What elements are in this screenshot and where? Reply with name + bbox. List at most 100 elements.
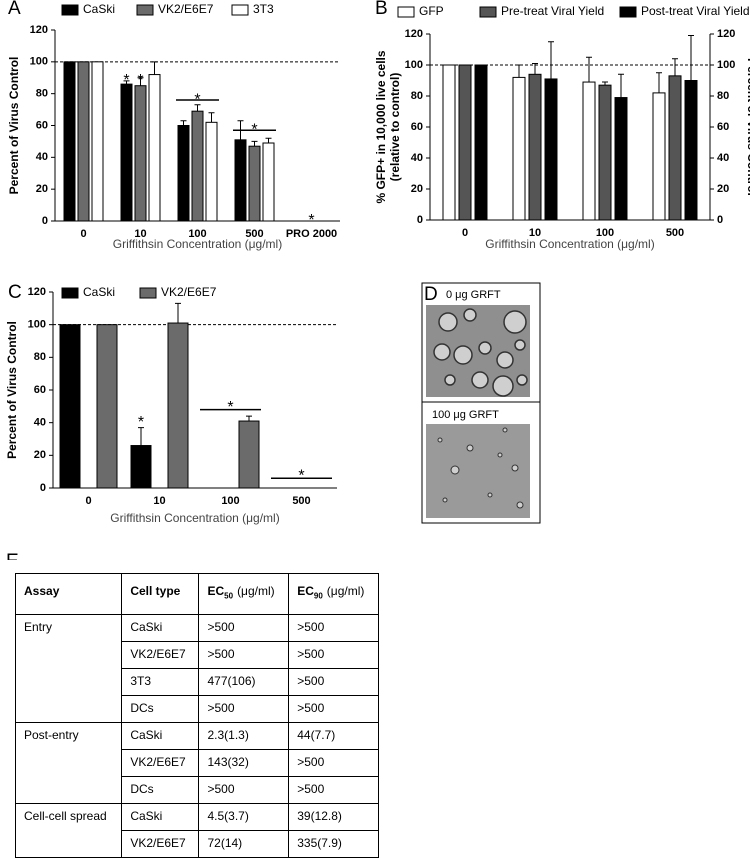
bar [512, 76, 526, 221]
error-bar [151, 61, 158, 75]
header-unit: (μg/ml) [326, 584, 365, 598]
panel-d: D 0 μg GRFT 100 μg GRFT [421, 282, 541, 524]
y-tick-label: 60 [36, 119, 48, 131]
table-cell: 3T3 [121, 668, 200, 697]
bar [442, 64, 456, 221]
table-cell: >500 [288, 614, 379, 643]
x-tick-label: 500 [245, 228, 263, 240]
figure: D 0 μg GRFT 100 μg GRFT E A0204060801001… [5, 0, 750, 572]
y-axis-title: % GFP+ in 10,000 live cells [374, 50, 388, 203]
bar [458, 64, 472, 221]
y-tick-label: 80 [411, 90, 423, 102]
panel-frame [421, 282, 541, 524]
header-row: Assay Cell type EC50 (μg/ml) EC90 (μg/ml) [14, 572, 379, 616]
table-cell: >500 [288, 695, 379, 724]
x-tick-label: 100 [596, 227, 614, 239]
legend-swatch [139, 287, 157, 299]
table-row: 3T3 477(106) >500 [16, 668, 379, 697]
image-label: 100 μg GRFT [432, 409, 499, 421]
significance-mark: * [138, 414, 144, 431]
y-tick-label: 100 [30, 56, 48, 68]
table-row: Post-entry CaSki 2.3(1.3) 44(7.7) [14, 722, 379, 805]
bar [59, 324, 81, 489]
error-bar [246, 415, 252, 422]
plaques [433, 308, 528, 397]
table-cell: CaSki [121, 722, 200, 751]
error-bar [586, 56, 592, 83]
bar [91, 61, 104, 222]
bar [668, 75, 682, 221]
error-bar [265, 137, 272, 144]
table-cell: DCs [121, 776, 200, 805]
significance-mark: * [308, 212, 314, 229]
y-tick-label: 60 [34, 384, 46, 396]
table-cell: 72(14) [198, 830, 290, 858]
y-tick-label: 40 [411, 152, 423, 164]
y-tick-label: 120 [30, 24, 48, 36]
y-tick-label: 40 [34, 417, 46, 429]
y2-tick-label: 80 [717, 90, 729, 102]
assay-cell: Entry [14, 614, 123, 724]
y2-axis-title: Percent of Virus Control [745, 58, 750, 196]
header-cell: Assay [14, 572, 123, 616]
bar [248, 145, 261, 222]
table-cell: VK2/E6E7 [121, 830, 200, 858]
header-subscript: 90 [313, 591, 323, 601]
y-tick-label: 0 [40, 482, 46, 494]
table-cell: >500 [288, 668, 379, 697]
x-axis-title: Griffithsin Concentration (μg/ml) [485, 237, 654, 251]
panel-label: E [6, 551, 19, 560]
assay-cell: Cell-cell spread [14, 803, 123, 858]
panel-label: D [424, 284, 438, 305]
bar [598, 84, 612, 221]
header-subscript: 50 [224, 591, 234, 601]
table-row: VK2/E6E7 >500 >500 [16, 641, 379, 670]
header-text: Assay [24, 584, 60, 598]
table-cell: CaSki [121, 803, 200, 832]
y-axis-title: Percent of Virus Control [5, 321, 19, 459]
y-tick-label: 20 [411, 183, 423, 195]
legend-label: 3T3 [253, 2, 274, 16]
x-tick-label: 100 [221, 495, 239, 507]
error-bar [618, 73, 624, 98]
x-tick-label: 0 [462, 227, 468, 239]
error-bar [123, 80, 130, 85]
header-cell: EC90 (μg/ml) [288, 572, 379, 616]
x-tick-label: 10 [529, 227, 541, 239]
x-tick-label: 500 [292, 495, 310, 507]
table-cell: >500 [198, 641, 290, 670]
y2-tick-label: 100 [717, 59, 735, 71]
error-bar [251, 140, 258, 147]
x-tick-label: 0 [85, 495, 91, 507]
plaques [437, 427, 524, 509]
table-cell: DCs [121, 695, 200, 724]
legend-label: CaSki [83, 2, 115, 16]
bar [77, 61, 90, 222]
y-tick-label: 40 [36, 151, 48, 163]
x-axis-title: Griffithsin Concentration (μg/ml) [113, 237, 282, 251]
panel-label: C [8, 282, 22, 303]
x-tick-label: 10 [153, 495, 165, 507]
x-axis-title: Griffithsin Concentration (μg/ml) [110, 511, 279, 525]
table-cell: VK2/E6E7 [121, 749, 200, 778]
bar [238, 420, 260, 489]
table-cell: 2.3(1.3) [198, 722, 290, 751]
table-cell: >500 [288, 749, 379, 778]
x-tick-label: 10 [134, 228, 146, 240]
panel-label: B [375, 0, 388, 19]
significance-mark: * [251, 122, 257, 139]
legend-label: Pre-treat Viral Yield [501, 4, 604, 18]
error-bar [548, 41, 554, 79]
table-cell: 335(7.9) [288, 830, 379, 858]
legend-swatch [231, 4, 249, 16]
header-unit: (μg/ml) [237, 584, 275, 598]
bar [528, 73, 542, 221]
error-bar [208, 112, 215, 123]
legend-label: CaSki [83, 285, 115, 299]
bar [96, 324, 118, 489]
y-tick-label: 100 [405, 59, 423, 71]
bar [63, 61, 76, 222]
y2-tick-label: 0 [717, 214, 723, 226]
error-bar [138, 427, 144, 446]
